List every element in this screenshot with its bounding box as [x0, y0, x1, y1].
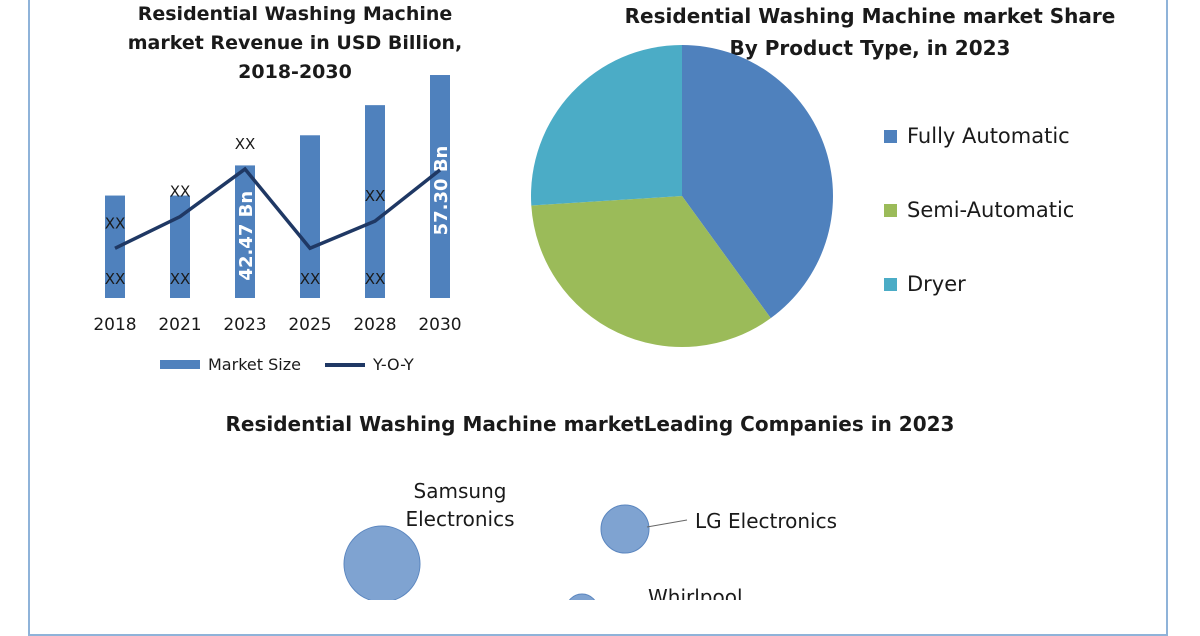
share-chart-title: Residential Washing Machine market Share… — [620, 0, 1120, 64]
bar-value-label: XX — [170, 270, 191, 288]
legend-swatch-dryer — [884, 277, 897, 291]
yoy-line — [114, 166, 442, 251]
pie-slice-semi-automatic — [531, 196, 771, 347]
x-axis-tick-label: 2021 — [158, 315, 201, 335]
revenue-chart-title: Residential Washing Machine market Reven… — [110, 0, 480, 87]
company-bubble — [568, 593, 596, 600]
bar-value-label: 57.30 Bn — [431, 146, 452, 236]
x-axis-tick-label: 2023 — [223, 315, 266, 335]
x-axis-tick-label: 2025 — [288, 315, 331, 335]
pie-legend-item-dryer: Dryer — [884, 272, 966, 296]
market-size-bar — [170, 195, 190, 298]
yoy-point-label: XX — [105, 214, 126, 232]
market-size-bar — [430, 75, 450, 298]
pie-slice-fully-automatic — [682, 45, 833, 319]
x-axis-tick-label: 2030 — [418, 315, 461, 335]
market-size-bar — [235, 165, 255, 298]
bar-value-label: 42.47 Bn — [236, 191, 257, 281]
share-chart-title-line: By Product Type, in 2023 — [729, 36, 1011, 60]
market-size-bar — [300, 135, 320, 298]
share-pie-chart — [531, 45, 833, 347]
revenue-chart-title-line: 2018-2030 — [238, 61, 352, 83]
legend-label-yoy: Y-O-Y — [372, 355, 414, 374]
x-axis-tick-label: 2018 — [93, 315, 136, 335]
yoy-point-label: XX — [235, 135, 256, 153]
bar-value-label: XX — [105, 270, 126, 288]
legend-swatch-market-size — [160, 360, 200, 369]
legend-label-market-size: Market Size — [208, 355, 301, 374]
yoy-point-label: XX — [365, 187, 386, 205]
x-axis-tick-label: 2028 — [353, 315, 396, 335]
legend-line-yoy — [324, 362, 365, 367]
legend-swatch-fully-automatic — [884, 129, 897, 143]
companies-bubble-chart: Samsung Electronics LG Electronics Whirlpoo… — [343, 479, 837, 600]
company-bubble — [600, 504, 650, 554]
yoy-point-label: XX — [170, 183, 191, 201]
pie-legend-item-fully-automatic: Fully Automatic — [884, 124, 1070, 148]
legend-label-semi-automatic: Semi-Automatic — [907, 198, 1075, 222]
company-label: Whirlpool — [648, 585, 743, 600]
legend-label-dryer: Dryer — [907, 272, 966, 296]
bar-value-label: XX — [300, 270, 321, 288]
share-chart-title-line: Residential Washing Machine market Share — [624, 4, 1116, 28]
company-label: Samsung — [414, 479, 507, 503]
company-label: Electronics — [405, 507, 514, 531]
legend-swatch-semi-automatic — [884, 203, 897, 217]
companies-chart-title: Residential Washing Machine marketLeadin… — [225, 412, 955, 436]
company-leader-line — [646, 519, 688, 528]
pie-slice-dryer — [531, 45, 682, 206]
revenue-chart-legend: Market Size Y-O-Y — [160, 355, 414, 374]
revenue-chart-title-line: Residential Washing Machine — [137, 3, 453, 25]
legend-label-fully-automatic: Fully Automatic — [907, 124, 1070, 148]
bar-value-label: XX — [365, 270, 386, 288]
pie-legend-item-semi-automatic: Semi-Automatic — [884, 198, 1074, 222]
company-label: LG Electronics — [695, 509, 837, 533]
revenue-bar-line-chart: XX 2018 XX 2021 42.47 Bn 2023 XX 2025 XX 2028 57.3… — [93, 75, 462, 335]
revenue-chart-title-line: market Revenue in USD Billion, — [127, 32, 463, 54]
market-size-bar — [365, 105, 385, 298]
company-bubble — [343, 525, 421, 600]
